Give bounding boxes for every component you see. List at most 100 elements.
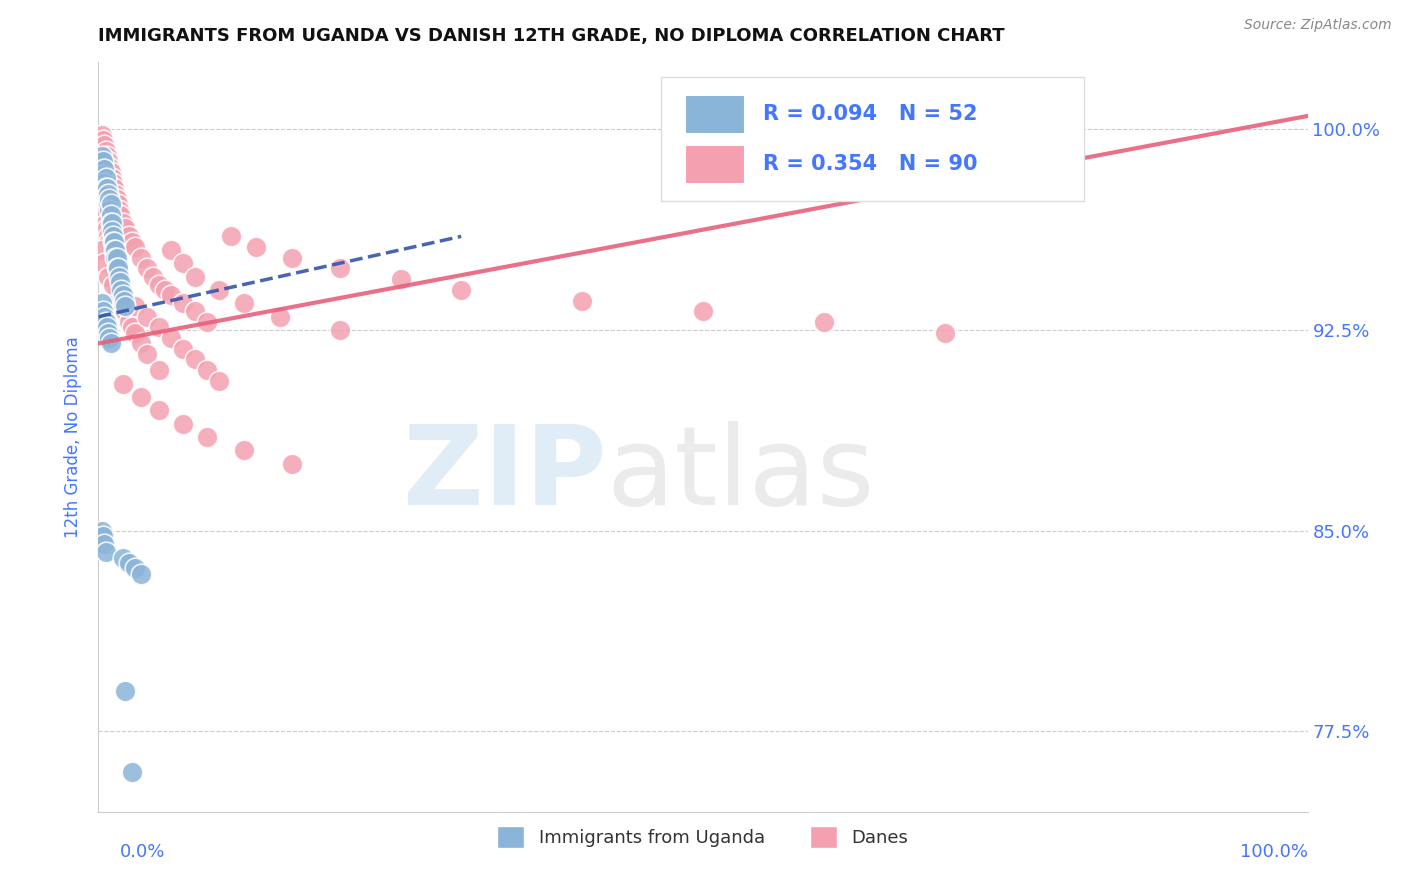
Point: [111, 550, 134, 565]
Point: [135, 347, 157, 361]
Text: atlas: atlas: [606, 421, 875, 528]
Point: [94, 144, 117, 158]
Point: [97, 229, 120, 244]
Point: [245, 240, 267, 254]
Point: [121, 235, 143, 249]
Point: [91, 524, 114, 538]
Point: [94, 181, 117, 195]
Point: [124, 561, 146, 575]
Point: [114, 221, 136, 235]
Point: [450, 283, 472, 297]
Point: [103, 243, 125, 257]
Point: [208, 283, 231, 297]
Point: [221, 229, 243, 244]
Point: [93, 256, 115, 270]
FancyBboxPatch shape: [661, 78, 1084, 201]
Point: [195, 363, 218, 377]
Point: [93, 537, 115, 551]
Point: [91, 243, 114, 257]
Point: [97, 326, 120, 340]
Point: [103, 261, 125, 276]
Point: [172, 417, 194, 431]
Point: [91, 304, 114, 318]
Point: [96, 320, 118, 334]
Point: [104, 186, 127, 201]
Point: [100, 197, 122, 211]
Point: [112, 293, 135, 308]
Point: [148, 277, 170, 292]
Point: [118, 556, 141, 570]
Point: [105, 261, 128, 276]
Point: [195, 315, 218, 329]
Point: [100, 216, 122, 230]
Point: [103, 235, 125, 249]
Point: [934, 326, 956, 340]
Point: [121, 764, 143, 779]
Point: [184, 352, 207, 367]
Point: [114, 684, 136, 698]
Point: [103, 181, 125, 195]
Point: [121, 320, 143, 334]
Point: [98, 235, 121, 249]
Point: [813, 315, 835, 329]
Legend: Immigrants from Uganda, Danes: Immigrants from Uganda, Danes: [491, 819, 915, 855]
Point: [108, 275, 131, 289]
Point: [97, 197, 120, 211]
Point: [101, 176, 124, 190]
Point: [94, 315, 117, 329]
Point: [118, 229, 141, 244]
Point: [98, 331, 121, 345]
Point: [91, 154, 114, 169]
Point: [153, 283, 176, 297]
Text: R = 0.354   N = 90: R = 0.354 N = 90: [763, 154, 979, 174]
Point: [135, 261, 157, 276]
Point: [104, 269, 127, 284]
Point: [93, 208, 115, 222]
Point: [97, 186, 120, 201]
Point: [148, 320, 170, 334]
Point: [104, 251, 127, 265]
Point: [281, 251, 304, 265]
Point: [114, 304, 136, 318]
Point: [281, 457, 304, 471]
Point: [105, 192, 128, 206]
Point: [107, 261, 129, 276]
Point: [232, 443, 254, 458]
Point: [692, 304, 714, 318]
Point: [172, 342, 194, 356]
Point: [100, 336, 122, 351]
Point: [111, 299, 134, 313]
Text: 0.0%: 0.0%: [120, 843, 165, 861]
Point: [96, 149, 118, 163]
Point: [100, 165, 122, 179]
Point: [195, 430, 218, 444]
Point: [172, 296, 194, 310]
Point: [101, 256, 124, 270]
Point: [105, 251, 128, 265]
Point: [129, 566, 152, 581]
Point: [269, 310, 291, 324]
Point: [93, 138, 115, 153]
Point: [232, 296, 254, 310]
Point: [105, 277, 128, 292]
Point: [96, 221, 118, 235]
Point: [124, 299, 146, 313]
Point: [94, 545, 117, 559]
Point: [160, 331, 183, 345]
Text: IMMIGRANTS FROM UGANDA VS DANISH 12TH GRADE, NO DIPLOMA CORRELATION CHART: IMMIGRANTS FROM UGANDA VS DANISH 12TH GR…: [98, 27, 1005, 45]
Point: [100, 216, 122, 230]
Point: [129, 390, 152, 404]
Point: [98, 202, 121, 217]
Point: [100, 251, 122, 265]
Point: [329, 261, 352, 276]
Point: [91, 162, 114, 177]
Point: [91, 128, 114, 142]
Point: [129, 251, 152, 265]
Point: [571, 293, 593, 308]
Point: [100, 224, 122, 238]
Point: [100, 208, 122, 222]
Point: [142, 269, 165, 284]
Point: [329, 323, 352, 337]
Point: [91, 202, 114, 217]
Point: [94, 216, 117, 230]
